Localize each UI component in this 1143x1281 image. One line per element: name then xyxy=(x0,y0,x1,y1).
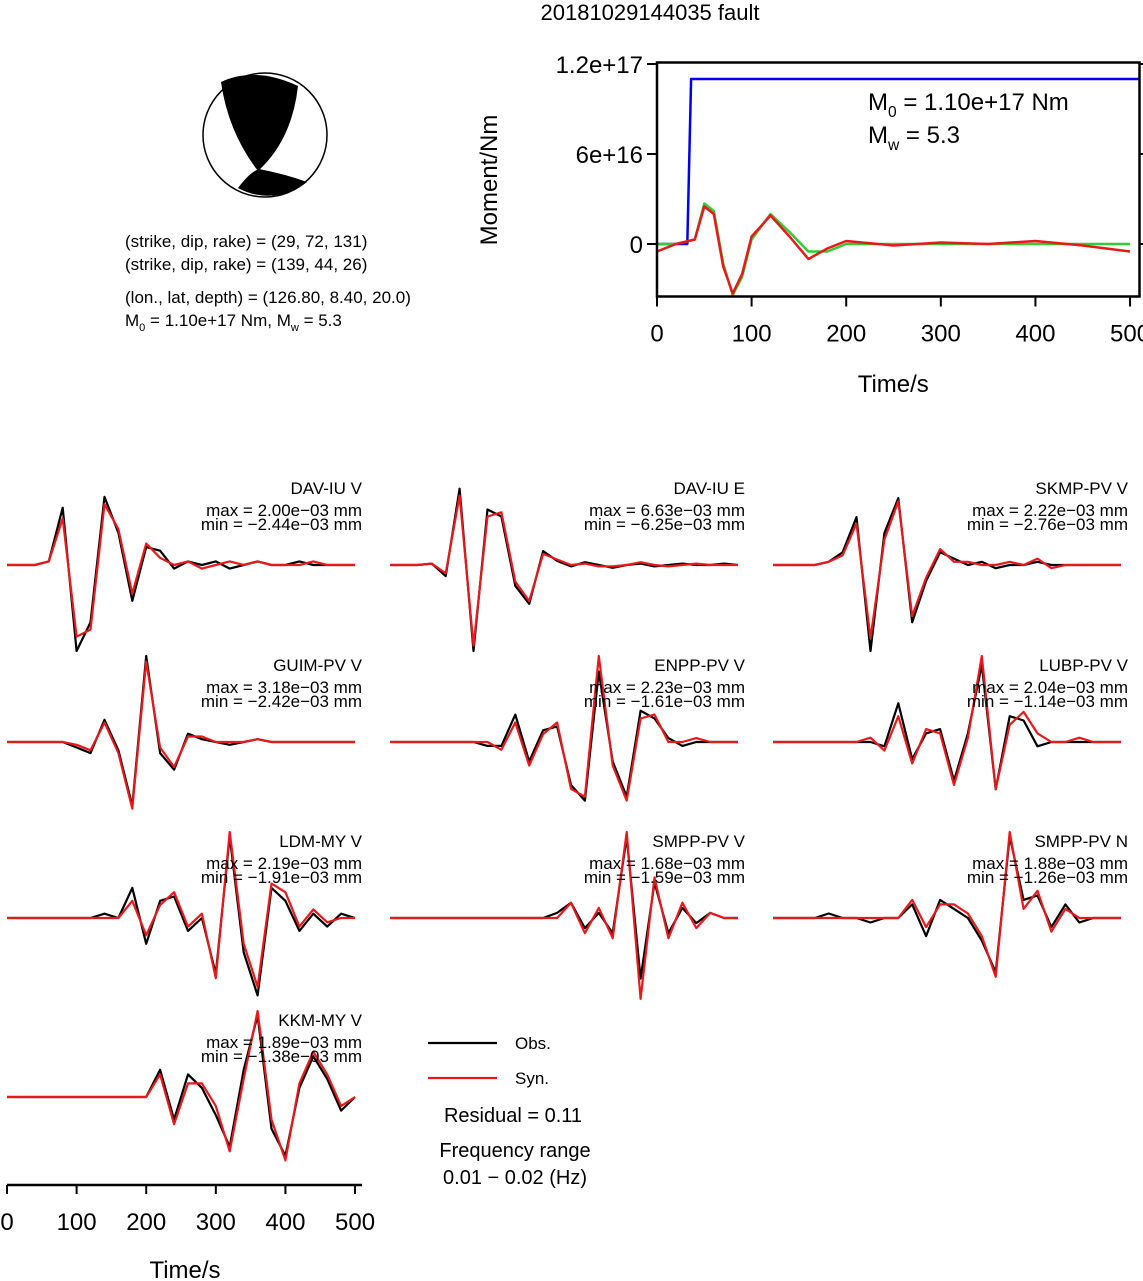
station-label: KKM-MY V xyxy=(278,1011,362,1030)
rich-text: M0 = 1.10e+17 Nm, Mw = 5.3 xyxy=(125,311,342,334)
station-label: DAV-IU V xyxy=(291,479,363,498)
text-run: M xyxy=(868,89,888,116)
synthetic-trace xyxy=(7,830,355,988)
text-run: = 5.3 xyxy=(899,122,960,149)
station-label: LUBP-PV V xyxy=(1039,656,1128,675)
mechanism-info: (strike, dip, rake) = (29, 72, 131) (stri… xyxy=(125,232,411,307)
min-label: min = −1.26e−03 mm xyxy=(967,868,1128,887)
max-label: max = 2.23e−03 mm xyxy=(589,678,745,697)
synthetic-trace xyxy=(7,660,355,810)
max-label: max = 1.68e−03 mm xyxy=(589,854,745,873)
text-run: M xyxy=(868,122,888,149)
station-label: DAV-IU E xyxy=(674,479,745,498)
x-tick-label: 400 xyxy=(265,1209,305,1236)
beachball-compression xyxy=(238,169,307,196)
mechanism-line: (lon., lat, depth) = (126.80, 8.40, 20.0… xyxy=(125,288,411,307)
x-tick-label: 500 xyxy=(335,1209,375,1236)
y-tick-label: 0 xyxy=(630,232,643,259)
max-label: max = 2.19e−03 mm xyxy=(206,854,362,873)
max-label: max = 2.04e−03 mm xyxy=(972,678,1128,697)
min-label: min = −1.61e−03 mm xyxy=(584,692,745,711)
frequency-range: Frequency range xyxy=(439,1140,590,1162)
max-label: max = 6.63e−03 mm xyxy=(589,501,745,520)
min-label: min = −1.91e−03 mm xyxy=(201,868,362,887)
figure-title: 20181029144035 fault xyxy=(541,0,760,25)
x-tick-label: 100 xyxy=(57,1209,97,1236)
legend-label: Syn. xyxy=(515,1069,549,1088)
min-label: min = −1.14e−03 mm xyxy=(967,692,1128,711)
x-tick-label: 400 xyxy=(1015,321,1055,348)
station-label: SMPP-PV N xyxy=(1034,832,1128,851)
synthetic-trace xyxy=(773,500,1121,640)
max-label: max = 3.18e−03 mm xyxy=(206,678,362,697)
station-label: ENPP-PV V xyxy=(654,656,745,675)
y-tick-label: 1.2e+17 xyxy=(556,52,643,79)
min-label: min = −6.25e−03 mm xyxy=(584,515,745,534)
x-tick-label: 500 xyxy=(1110,321,1143,348)
x-axis-label: Time/s xyxy=(858,371,929,398)
residual: Residual = 0.11 xyxy=(444,1105,582,1127)
max-label: max = 2.22e−03 mm xyxy=(972,501,1128,520)
subscript: w xyxy=(887,137,900,154)
station-label: LDM-MY V xyxy=(279,832,362,851)
rich-text: M0 = 1.10e+17 Nm xyxy=(868,89,1069,121)
x-tick-label: 0 xyxy=(650,321,663,348)
text-run: M xyxy=(125,311,139,330)
min-label: min = −1.59e−03 mm xyxy=(584,868,745,887)
x-tick-label: 100 xyxy=(732,321,772,348)
max-label: max = 1.89e−03 mm xyxy=(206,1033,362,1052)
frequency-range: 0.01 − 0.02 (Hz) xyxy=(443,1167,587,1189)
station-label: SMPP-PV V xyxy=(652,832,745,851)
beachball xyxy=(202,72,328,198)
x-tick-label: 300 xyxy=(196,1209,236,1236)
rich-text: Mw = 5.3 xyxy=(868,122,960,154)
beachball-compression xyxy=(221,74,298,171)
x-tick-label: 200 xyxy=(826,321,866,348)
station-label: SKMP-PV V xyxy=(1035,479,1128,498)
legend-label: Obs. xyxy=(515,1034,551,1053)
y-axis-label: Moment/Nm xyxy=(476,115,503,246)
x-tick-label: 300 xyxy=(921,321,961,348)
synthetic-trace xyxy=(390,654,738,802)
station-label: GUIM-PV V xyxy=(273,656,362,675)
subscript: 0 xyxy=(888,104,897,121)
plot-frame xyxy=(655,61,1141,298)
mechanism-line: (strike, dip, rake) = (29, 72, 131) xyxy=(125,232,367,251)
subscript: 0 xyxy=(139,322,145,334)
min-label: min = −2.42e−03 mm xyxy=(201,692,362,711)
synthetic-trace xyxy=(390,830,738,1001)
synthetic-trace xyxy=(7,1009,356,1162)
mechanism-line: (strike, dip, rake) = (139, 44, 26) xyxy=(125,255,367,274)
text-run: = 1.10e+17 Nm, M xyxy=(145,311,291,330)
x-axis-label: Time/s xyxy=(149,1257,220,1281)
text-run: = 5.3 xyxy=(299,311,342,330)
x-tick-label: 200 xyxy=(126,1209,166,1236)
min-label: min = −2.76e−03 mm xyxy=(967,515,1128,534)
moment-line xyxy=(656,205,1131,295)
synthetic-trace xyxy=(7,503,355,638)
min-label: min = −2.44e−03 mm xyxy=(201,515,362,534)
max-label: max = 1.88e−03 mm xyxy=(972,854,1128,873)
synthetic-trace xyxy=(773,654,1121,791)
max-label: max = 2.00e−03 mm xyxy=(206,501,362,520)
synthetic-trace xyxy=(390,494,738,647)
text-run: = 1.10e+17 Nm xyxy=(897,89,1069,116)
x-tick-label: 0 xyxy=(0,1209,13,1236)
subscript: w xyxy=(290,322,299,334)
synthetic-trace xyxy=(773,830,1121,978)
y-tick-label: 6e+16 xyxy=(576,142,643,169)
min-label: min = −1.38e−03 mm xyxy=(201,1047,362,1066)
